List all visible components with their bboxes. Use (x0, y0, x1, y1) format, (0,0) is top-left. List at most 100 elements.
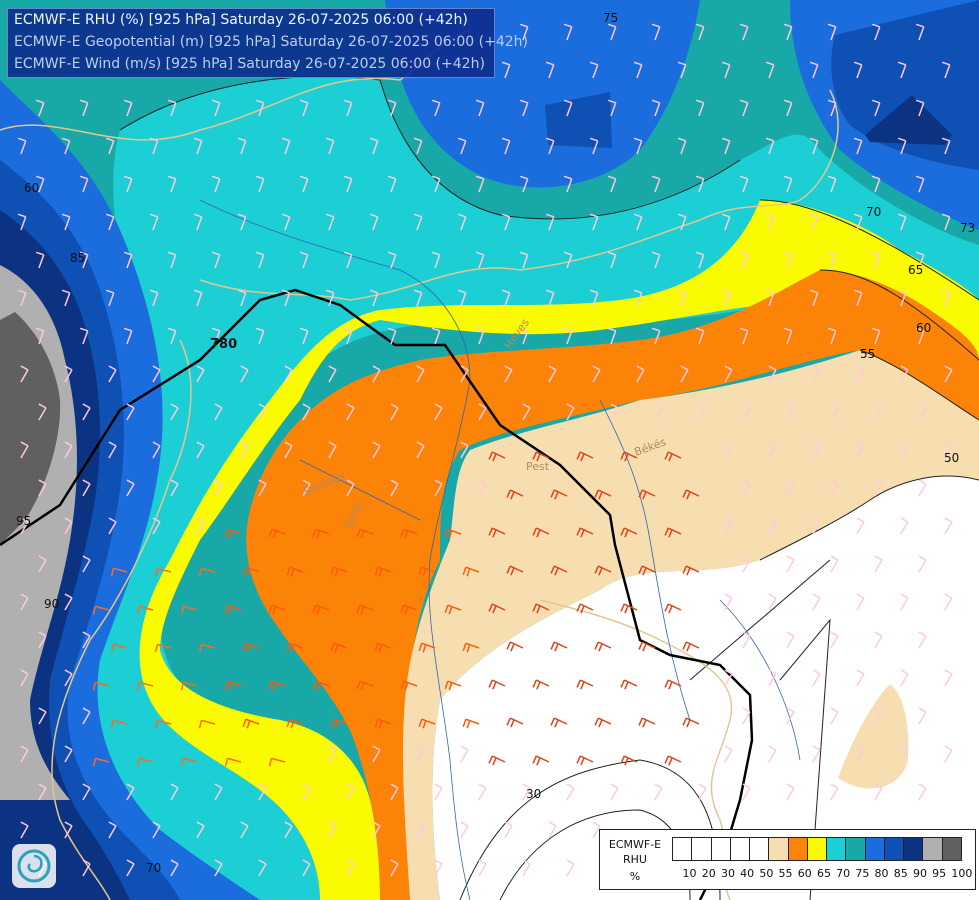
wind-barb (563, 251, 573, 269)
wind-barb (871, 99, 881, 117)
wind-barb (501, 213, 511, 231)
wind-barb (488, 603, 506, 614)
wind-barb (501, 137, 511, 155)
wind-barb (633, 213, 643, 231)
wind-barb (35, 175, 45, 193)
legend-model-label: ECMWF-E (608, 838, 662, 851)
wind-barb (299, 327, 309, 345)
wind-barb (387, 175, 397, 193)
wind-barb (92, 605, 110, 615)
wind-barb (638, 565, 656, 576)
wind-barb (434, 479, 443, 497)
legend-tick: 100 (951, 867, 973, 880)
wind-barb (416, 821, 425, 839)
wind-barb (532, 527, 550, 538)
contour-label-70-sw: 70 (146, 861, 161, 875)
wind-barb (268, 757, 286, 767)
wind-barb (664, 451, 682, 462)
wind-barb (830, 555, 839, 573)
wind-barb (721, 61, 731, 79)
legend-tick: 95 (932, 867, 947, 880)
wind-barb (211, 175, 221, 193)
wind-barb (343, 327, 353, 345)
wind-barb (154, 719, 172, 729)
wind-barb (196, 517, 205, 535)
wind-barb (299, 99, 309, 117)
wind-barb (830, 479, 839, 497)
wind-barb (224, 757, 242, 767)
wind-barb (312, 604, 330, 615)
wind-barb (180, 757, 198, 767)
wind-barb (897, 213, 907, 231)
wind-barb (152, 821, 161, 839)
wind-barb (695, 327, 705, 345)
wind-barb (82, 555, 91, 573)
wind-barb (677, 61, 687, 79)
wind-barb (827, 23, 837, 41)
legend-tick: 80 (874, 867, 889, 880)
wind-barb (20, 593, 29, 611)
wind-barb (105, 213, 115, 231)
wind-barb (328, 821, 337, 839)
wind-barb (343, 251, 353, 269)
wind-barb (589, 289, 599, 307)
wind-barb (214, 479, 223, 497)
wind-barb (695, 175, 705, 193)
wind-barb (874, 403, 883, 421)
wind-barb (126, 859, 135, 877)
wind-barb (374, 566, 392, 577)
legend-swatch (692, 838, 712, 860)
swirl-logo-icon (17, 849, 51, 883)
wind-barb (35, 251, 45, 269)
rivers (199, 199, 801, 900)
wind-barb (224, 680, 242, 691)
wind-barb (38, 631, 47, 649)
wind-barb (698, 403, 707, 421)
wind-barb (105, 137, 115, 155)
wind-barb (167, 99, 177, 117)
wind-barb (356, 680, 374, 691)
wind-barb (123, 251, 133, 269)
wind-barb (20, 669, 29, 687)
wind-barb (550, 565, 568, 576)
wind-barb (783, 251, 793, 269)
wind-barb (900, 365, 909, 383)
wind-barb (390, 783, 399, 801)
wind-barb (501, 61, 511, 79)
wind-barb (897, 289, 907, 307)
wind-barb (255, 99, 265, 117)
wind-barb (255, 251, 265, 269)
wind-barb (874, 783, 883, 801)
wind-barb (594, 717, 612, 728)
legend-swatch (788, 838, 808, 860)
wind-barb (108, 517, 117, 535)
wind-barb (374, 718, 392, 729)
wind-barb (224, 528, 242, 539)
rhu-below-50-region (432, 476, 979, 900)
wind-barb (944, 669, 953, 687)
wind-barb (413, 289, 423, 307)
wind-barb (550, 489, 568, 500)
contour-labels: 75 60 85 95 90 70 70 73 65 60 55 50 30 7… (16, 11, 975, 875)
legend-swatch (730, 838, 751, 860)
wind-barb (664, 527, 682, 538)
wind-barb (742, 403, 751, 421)
legend-swatch (711, 838, 731, 860)
contour-label-60: 60 (24, 181, 39, 195)
wind-barb (416, 365, 425, 383)
legend-swatch (923, 838, 943, 860)
wind-barb (457, 289, 467, 307)
wind-barb (312, 680, 330, 691)
wind-barb (918, 783, 927, 801)
wind-barb (827, 251, 837, 269)
wind-barb (550, 641, 568, 652)
wind-barb (742, 479, 751, 497)
wind-barb (369, 289, 379, 307)
wind-barb (330, 642, 348, 653)
wind-barb (400, 680, 418, 691)
wind-barb (224, 604, 242, 615)
wind-barb (594, 489, 612, 500)
wind-barb (664, 603, 682, 614)
wind-barb (268, 680, 286, 691)
